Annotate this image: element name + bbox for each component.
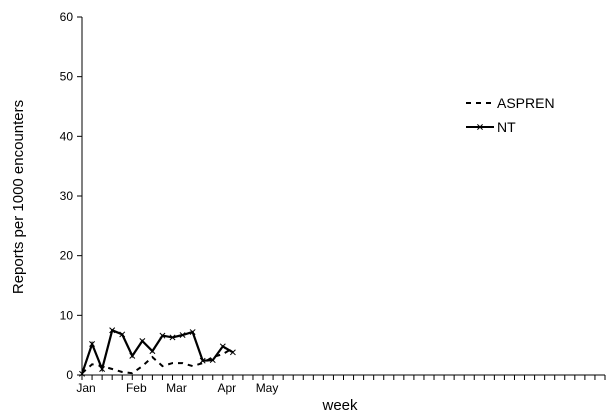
plot-area: [79, 327, 236, 377]
data-point: [179, 332, 186, 338]
x-tick-label: May: [256, 381, 279, 395]
legend-item-aspren: ASPREN: [466, 95, 555, 111]
y-tick-label: 30: [60, 189, 74, 203]
data-point: [119, 331, 126, 338]
data-point: [129, 352, 136, 359]
x-tick-label: Jan: [76, 381, 95, 395]
y-tick-label: 40: [60, 129, 74, 143]
y-tick-label: 60: [60, 10, 74, 24]
x-tick-label: Mar: [166, 381, 187, 395]
data-point: [159, 332, 166, 339]
x-tick-label: Feb: [126, 381, 147, 395]
y-tick-label: 20: [60, 249, 74, 263]
y-tick-label: 10: [60, 308, 74, 322]
data-point: [199, 357, 206, 364]
y-tick-label: 0: [66, 368, 73, 382]
data-point: [189, 329, 196, 335]
x-tick-label: Apr: [217, 381, 236, 395]
x-axis-title: week: [321, 397, 358, 414]
data-point: [149, 348, 156, 355]
data-point: [89, 341, 96, 347]
series-nt: [79, 327, 236, 377]
legend-label: NT: [497, 119, 516, 135]
y-axis: 0 10 20 30 40 50 60: [60, 10, 83, 382]
legend-label: ASPREN: [497, 95, 555, 111]
data-point: [209, 357, 216, 364]
y-axis-title: Reports per 1000 encounters: [10, 100, 27, 294]
x-axis: Jan Feb Mar Apr May: [76, 374, 606, 395]
data-point: [229, 349, 236, 356]
y-tick-label: 50: [60, 70, 74, 84]
series-line: [80, 328, 234, 375]
data-point: [99, 366, 106, 372]
legend: ASPREN NT: [466, 95, 555, 135]
data-point: [109, 327, 116, 334]
data-point: [169, 334, 176, 341]
data-point: [219, 343, 226, 350]
legend-item-nt: NT: [466, 119, 516, 135]
legend-marker: [477, 124, 483, 130]
data-point: [139, 338, 146, 344]
